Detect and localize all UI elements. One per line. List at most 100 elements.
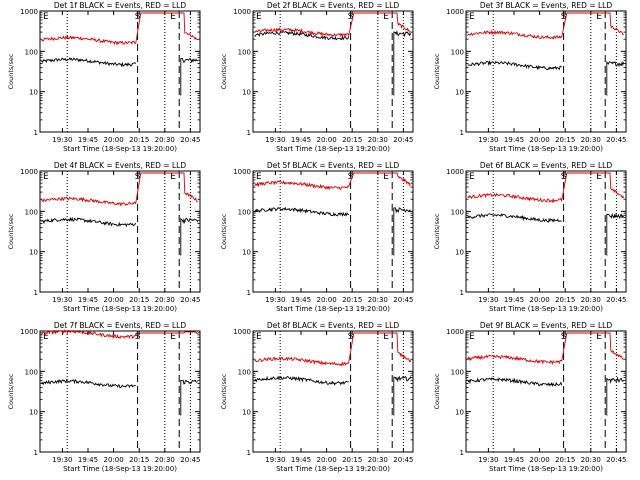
y-tick-label: 1000 bbox=[20, 168, 38, 176]
y-tick-label: 1000 bbox=[233, 328, 251, 336]
chart-panel: Det 6f BLACK = Events, RED = LLD 1 10 100 10… bbox=[433, 161, 627, 313]
event-marker: E bbox=[469, 12, 475, 22]
y-tick-label: 10 bbox=[242, 89, 251, 97]
plot-frame bbox=[252, 330, 414, 453]
x-tick-label: 20:00 bbox=[104, 296, 124, 304]
y-tick-label: 1 bbox=[460, 449, 464, 457]
x-tick-label: 19:30 bbox=[478, 136, 498, 144]
event-marker: E bbox=[256, 172, 262, 182]
chart-title: Det 9f BLACK = Events, RED = LLD bbox=[480, 321, 613, 330]
lld-series-line bbox=[41, 328, 198, 340]
y-tick-label: 1 bbox=[247, 449, 251, 457]
y-tick-label: 1 bbox=[460, 289, 464, 297]
event-marker: S bbox=[135, 332, 141, 342]
x-tick-label: 20:30 bbox=[581, 136, 601, 144]
x-tick-label: 20:15 bbox=[342, 136, 362, 144]
event-marker: S bbox=[348, 332, 354, 342]
y-tick-label: 1000 bbox=[20, 8, 38, 16]
x-tick-label: 19:30 bbox=[265, 136, 285, 144]
x-tick-label: 20:00 bbox=[317, 456, 337, 464]
event-marker: S bbox=[561, 172, 567, 182]
y-tick-label: 1 bbox=[34, 449, 38, 457]
y-tick-label: 10 bbox=[455, 89, 464, 97]
y-tick-label: 1000 bbox=[446, 328, 464, 336]
chart-panel: Det 9f BLACK = Events, RED = LLD 1 10 100 10… bbox=[433, 321, 627, 473]
chart-panel: Det 7f BLACK = Events, RED = LLD 1 10 100 10… bbox=[7, 321, 201, 473]
plot-frame bbox=[39, 170, 201, 293]
event-marker: E bbox=[383, 332, 389, 342]
lld-series-line bbox=[41, 172, 198, 207]
x-axis-label: Start Time (18-Sep-13 19:20:00) bbox=[489, 145, 603, 153]
x-tick-label: 19:45 bbox=[504, 136, 524, 144]
events-series-line bbox=[41, 56, 198, 96]
y-tick-label: 100 bbox=[25, 208, 38, 216]
x-tick-label: 20:45 bbox=[606, 136, 626, 144]
y-tick-label: 10 bbox=[242, 249, 251, 257]
events-series-line bbox=[467, 376, 624, 416]
event-marker: E bbox=[469, 172, 475, 182]
event-marker: E bbox=[256, 332, 262, 342]
events-series-line bbox=[254, 375, 412, 416]
x-tick-label: 20:15 bbox=[129, 296, 149, 304]
x-axis-label: Start Time (18-Sep-13 19:20:00) bbox=[63, 305, 177, 313]
plot-frame bbox=[465, 10, 627, 133]
plot-frame bbox=[39, 10, 201, 133]
chart-title: Det 5f BLACK = Events, RED = LLD bbox=[267, 161, 400, 170]
x-tick-label: 20:45 bbox=[393, 456, 413, 464]
x-tick-label: 20:00 bbox=[104, 456, 124, 464]
x-tick-label: 20:00 bbox=[530, 456, 550, 464]
event-marker: E bbox=[170, 12, 176, 22]
x-tick-label: 20:15 bbox=[555, 136, 575, 144]
events-series-line bbox=[254, 30, 412, 96]
y-tick-label: 100 bbox=[451, 48, 464, 56]
y-tick-label: 1000 bbox=[446, 8, 464, 16]
plot-frame bbox=[252, 170, 414, 293]
chart-title: Det 3f BLACK = Events, RED = LLD bbox=[480, 1, 613, 10]
x-tick-label: 20:45 bbox=[180, 136, 200, 144]
plot-frame bbox=[39, 330, 201, 453]
y-tick-label: 1 bbox=[34, 129, 38, 137]
y-tick-label: 10 bbox=[455, 249, 464, 257]
y-axis-label: Counts/sec bbox=[7, 213, 15, 249]
event-marker: E bbox=[43, 12, 49, 22]
chart-title: Det 6f BLACK = Events, RED = LLD bbox=[480, 161, 613, 170]
x-tick-label: 20:45 bbox=[606, 456, 626, 464]
x-tick-label: 19:30 bbox=[265, 296, 285, 304]
chart-title: Det 4f BLACK = Events, RED = LLD bbox=[54, 161, 187, 170]
y-tick-label: 10 bbox=[455, 409, 464, 417]
event-marker: E bbox=[43, 172, 49, 182]
y-axis-label: Counts/sec bbox=[7, 373, 15, 409]
x-tick-label: 19:45 bbox=[78, 136, 98, 144]
event-marker: E bbox=[170, 332, 176, 342]
x-axis-label: Start Time (18-Sep-13 19:20:00) bbox=[276, 145, 390, 153]
event-marker: S bbox=[135, 12, 141, 22]
lld-series-line bbox=[467, 172, 625, 204]
x-tick-label: 20:15 bbox=[555, 296, 575, 304]
x-axis-label: Start Time (18-Sep-13 19:20:00) bbox=[276, 465, 390, 473]
x-axis-label: Start Time (18-Sep-13 19:20:00) bbox=[63, 145, 177, 153]
y-tick-label: 1000 bbox=[446, 168, 464, 176]
x-tick-label: 20:00 bbox=[317, 136, 337, 144]
x-tick-label: 20:15 bbox=[555, 456, 575, 464]
chart-title: Det 7f BLACK = Events, RED = LLD bbox=[54, 321, 187, 330]
x-tick-label: 19:45 bbox=[291, 296, 311, 304]
x-tick-label: 20:45 bbox=[180, 296, 200, 304]
x-tick-label: 19:45 bbox=[504, 296, 524, 304]
y-tick-label: 100 bbox=[25, 48, 38, 56]
event-marker: E bbox=[596, 12, 602, 22]
plot-frame bbox=[465, 170, 627, 293]
lld-series-line bbox=[254, 332, 412, 367]
x-tick-label: 19:45 bbox=[291, 136, 311, 144]
y-axis-label: Counts/sec bbox=[220, 373, 228, 409]
chart-panel: Det 8f BLACK = Events, RED = LLD 1 10 100 10… bbox=[220, 321, 414, 473]
event-marker: E bbox=[469, 332, 475, 342]
y-axis-label: Counts/sec bbox=[433, 53, 441, 89]
y-tick-label: 10 bbox=[29, 89, 38, 97]
x-tick-label: 20:30 bbox=[368, 136, 388, 144]
x-axis-label: Start Time (18-Sep-13 19:20:00) bbox=[489, 305, 603, 313]
event-marker: S bbox=[561, 12, 567, 22]
x-tick-label: 20:00 bbox=[530, 296, 550, 304]
events-series-line bbox=[467, 59, 625, 96]
x-tick-label: 20:00 bbox=[530, 136, 550, 144]
event-marker: S bbox=[561, 332, 567, 342]
